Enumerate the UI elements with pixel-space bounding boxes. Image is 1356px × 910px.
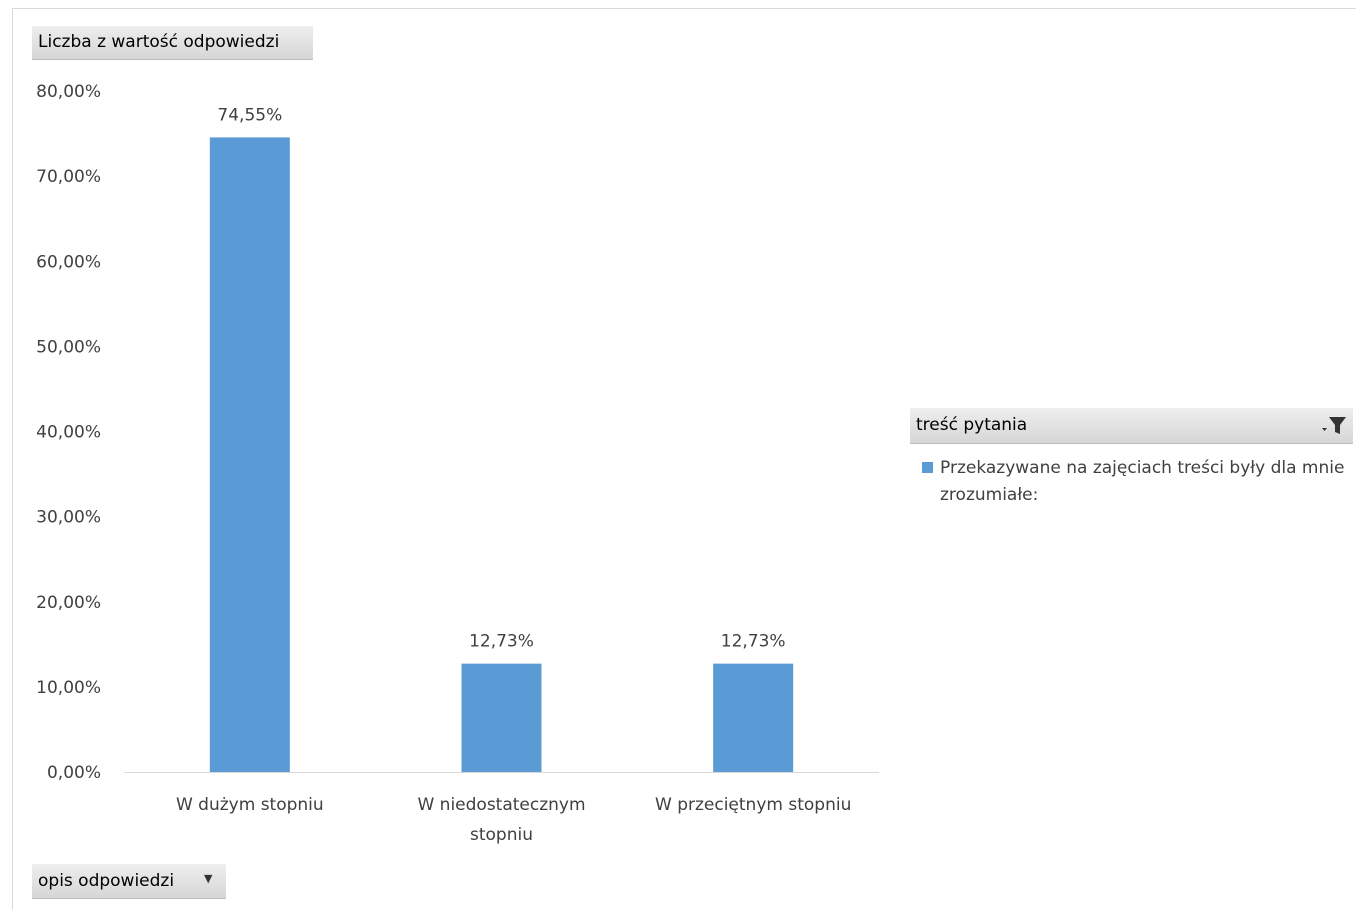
data-label: 74,55% (217, 105, 282, 125)
x-tick-label: W niedostatecznym (417, 795, 585, 815)
axis-field-button[interactable]: opis odpowiedzi ▼ (32, 864, 226, 899)
y-tick-label: 10,00% (36, 678, 101, 698)
legend-swatch (922, 462, 933, 473)
dropdown-arrow-icon: ▼ (204, 872, 213, 885)
x-tick-label: stopniu (470, 825, 533, 845)
y-tick-label: 30,00% (36, 508, 101, 528)
legend-field-button[interactable]: treść pytania (910, 408, 1353, 444)
bar (461, 663, 542, 772)
legend-series-label: Przekazywane na zajęciach treści były dl… (940, 458, 1345, 505)
bar (713, 663, 794, 772)
y-tick-label: 20,00% (36, 593, 101, 613)
y-tick-label: 60,00% (36, 252, 101, 272)
y-tick-label: 0,00% (47, 763, 101, 783)
x-tick-label: W przeciętnym stopniu (655, 795, 851, 815)
legend-field-label: treść pytania (916, 415, 1028, 435)
x-tick-label: W dużym stopniu (176, 795, 324, 815)
y-tick-label: 50,00% (36, 337, 101, 357)
y-tick-label: 80,00% (36, 82, 101, 102)
y-tick-label: 70,00% (36, 167, 101, 187)
y-tick-label: 40,00% (36, 423, 101, 443)
value-field-button[interactable]: Liczba z wartość odpowiedzi (32, 26, 313, 60)
value-field-label: Liczba z wartość odpowiedzi (38, 32, 280, 52)
chart-area-border (12, 8, 1356, 910)
data-label: 12,73% (469, 632, 534, 652)
data-label: 12,73% (721, 632, 786, 652)
axis-field-label: opis odpowiedzi (38, 871, 175, 891)
bar (209, 137, 290, 772)
filter-icon[interactable] (1321, 416, 1347, 436)
